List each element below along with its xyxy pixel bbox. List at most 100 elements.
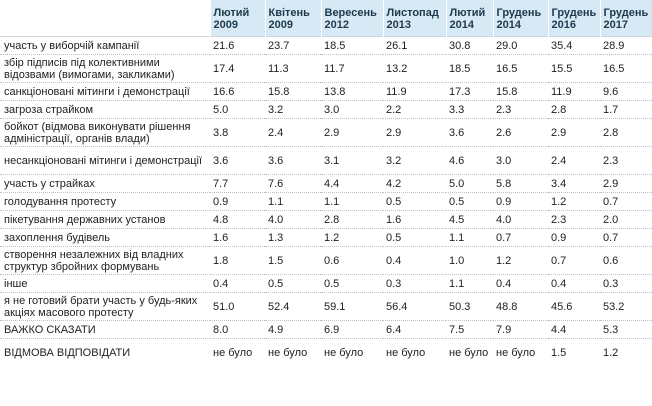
column-header-month: Квітень: [268, 6, 310, 19]
table-cell: 3.6: [265, 146, 321, 175]
table-cell: 28.9: [600, 36, 652, 55]
column-header-month: Грудень: [603, 6, 649, 19]
table-cell: 0.6: [600, 246, 652, 275]
table-cell: 1.6: [383, 210, 446, 229]
table-cell: 2.8: [600, 118, 652, 147]
table-cell: 30.8: [446, 36, 493, 55]
table-cell: 7.6: [265, 174, 321, 193]
column-header-year: 2014: [496, 18, 521, 31]
table-cell: 5.0: [210, 100, 265, 119]
row-label: створення незалежних від владних структу…: [0, 246, 210, 275]
table-cell: 4.9: [265, 320, 321, 339]
row-label: ВАЖКО СКАЗАТИ: [0, 320, 210, 339]
table-cell: 0.9: [548, 228, 600, 247]
table-cell: 8.0: [210, 320, 265, 339]
table-cell: 15.8: [493, 82, 548, 101]
table-row: пікетування державних установ 4.8 4.0 2.8 1.…: [0, 210, 652, 229]
column-header: Грудень 2014: [493, 0, 549, 37]
table-row: участь у виборчій кампанії 21.6 23.7 18.5 26…: [0, 36, 652, 55]
table-cell: 50.3: [446, 292, 493, 321]
column-header-year: 2016: [551, 18, 576, 31]
table-cell: 0.4: [210, 274, 265, 293]
row-label: захоплення будівель: [0, 228, 210, 247]
table-cell: 0.7: [600, 192, 652, 211]
column-header-month: Лютий: [213, 6, 250, 19]
table-cell: не було: [496, 347, 536, 359]
table-cell: 2.6: [493, 118, 548, 147]
column-header-year: 2009: [213, 18, 238, 31]
table-cell: 51.0: [210, 292, 265, 321]
table-cell: 0.7: [600, 228, 652, 247]
header-label-cell: [0, 0, 211, 37]
table-cell: 2.3: [548, 210, 600, 229]
table-cell: 2.0: [600, 210, 652, 229]
row-label: участь у страйках: [0, 174, 210, 193]
table-body: участь у виборчій кампанії 21.6 23.7 18.5 26…: [0, 36, 652, 368]
row-label: пікетування державних установ: [0, 210, 210, 229]
table-cell: 1.2: [321, 228, 383, 247]
table-cell: 1.5: [551, 347, 567, 359]
table-cell: 4.0: [265, 210, 321, 229]
table-cell: 9.6: [600, 82, 652, 101]
table-cell: 4.2: [383, 174, 446, 193]
table-cell: 5.0: [446, 174, 493, 193]
table-cell: 0.4: [548, 274, 600, 293]
table-cell: 26.1: [383, 36, 446, 55]
table-row: захоплення будівель 1.6 1.3 1.2 0.5 1.1 0.7 0.9…: [0, 228, 652, 247]
table-cell: 11.9: [548, 82, 600, 101]
table-cell: 59.1: [321, 292, 383, 321]
table-cell: 6.4: [383, 320, 446, 339]
row-label: ВІДМОВА ВІДПОВІДАТИ: [4, 347, 131, 359]
table-cell: 1.3: [265, 228, 321, 247]
row-label: участь у виборчій кампанії: [0, 36, 210, 55]
column-header: Листопад 2013: [383, 0, 447, 37]
table-row: збір підписів під колективними відозвами…: [0, 54, 652, 83]
table-cell: 7.5: [446, 320, 493, 339]
column-header: Вересень 2012: [321, 0, 384, 37]
table-cell: 13.8: [321, 82, 383, 101]
table-cell: 0.9: [210, 192, 265, 211]
table-cell: 7.7: [210, 174, 265, 193]
table-cell: 1.1: [265, 192, 321, 211]
table-cell: 3.2: [265, 100, 321, 119]
table-cell: 29.0: [493, 36, 548, 55]
table-cell: 0.4: [383, 246, 446, 275]
column-header: Грудень 2016: [548, 0, 601, 37]
table-cell: 56.4: [383, 292, 446, 321]
table-cell: 0.5: [265, 274, 321, 293]
column-header-month: Грудень: [496, 6, 542, 19]
table-cell: 35.4: [548, 36, 600, 55]
row-label: збір підписів під колективними відозвами…: [0, 54, 210, 83]
table-cell: 3.8: [210, 118, 265, 147]
table-cell: 4.6: [446, 146, 493, 175]
table-cell: 53.2: [600, 292, 652, 321]
column-header: Лютий 2009: [210, 0, 266, 37]
table-row: санкціоновані мітинги і демонстрації 16.6…: [0, 82, 652, 101]
table-cell: 6.9: [321, 320, 383, 339]
row-label: бойкот (відмова виконувати рішення адмін…: [0, 118, 210, 147]
header-row: Лютий 2009 Квітень 2009 Вересень 2012 Листопад…: [0, 0, 652, 37]
table-cell: 3.1: [321, 146, 383, 175]
table-row: ВІДМОВА ВІДПОВІДАТИ не було не було не було…: [0, 339, 652, 368]
table-cell: 17.4: [210, 54, 265, 83]
table-cell: 3.6: [446, 118, 493, 147]
table-row: участь у страйках 7.7 7.6 4.4 4.2 5.0 5.8 3.4 2.…: [0, 174, 652, 193]
table-cell: 2.3: [493, 100, 548, 119]
row-label: я не готовий брати участь у будь-яких ак…: [0, 292, 210, 321]
table-cell: 4.4: [321, 174, 383, 193]
column-header: Лютий 2014: [446, 0, 494, 37]
table-cell: 3.0: [321, 100, 383, 119]
table-cell: 0.5: [321, 274, 383, 293]
table-cell: 15.8: [265, 82, 321, 101]
table-row: несанкціоновані мітинги і демонстрації 3.…: [0, 146, 652, 175]
table-cell: 0.5: [383, 228, 446, 247]
table-cell: 11.9: [383, 82, 446, 101]
table-cell: 1.2: [548, 192, 600, 211]
table-cell: 17.3: [446, 82, 493, 101]
table-row: створення незалежних від владних структу…: [0, 246, 652, 275]
table-cell: 0.7: [493, 228, 548, 247]
row-label: несанкціоновані мітинги і демонстрації: [0, 146, 210, 175]
table-cell: 2.9: [548, 118, 600, 147]
table-cell: 18.5: [446, 54, 493, 83]
row-label: інше: [0, 274, 210, 293]
